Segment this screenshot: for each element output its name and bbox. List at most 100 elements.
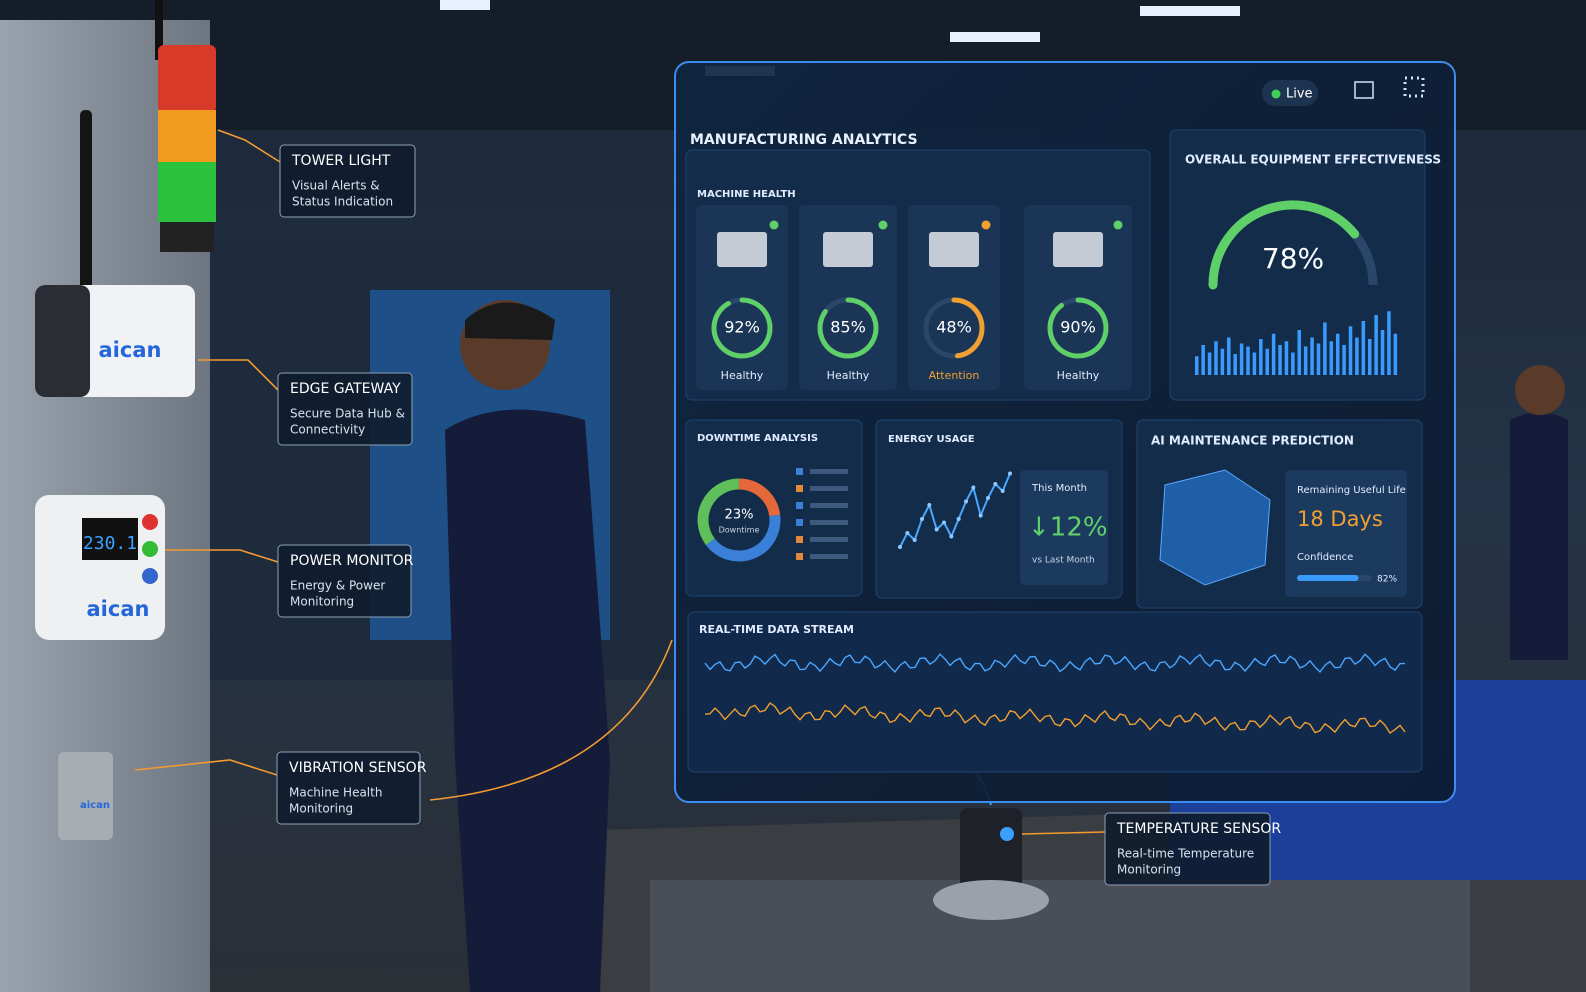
energy-point [905,531,910,535]
power-display [82,518,138,560]
energy-point [986,496,990,500]
callout-text: Machine Health [289,786,382,800]
trend-bar [1265,348,1269,375]
callout-text: Real-time Temperature [1117,847,1254,861]
trend-bar [1291,352,1295,375]
callout-title: TOWER LIGHT [291,153,391,169]
status-dot [878,220,888,230]
card-title: REAL-TIME DATA STREAM [699,623,854,636]
antenna [80,110,92,290]
ceiling-light [1140,6,1240,16]
energy-box [1020,470,1108,585]
trend-bar [1220,348,1225,375]
callout-title: POWER MONITOR [290,553,414,569]
stream-line [704,653,1406,673]
confidence-value: 82% [1377,575,1397,585]
live-status: Live [1286,87,1313,102]
trend-bar [1323,322,1327,375]
callout-title: TEMPERATURE SENSOR [1116,821,1281,837]
callout-text: Secure Data Hub & [290,407,405,421]
energy-point [956,517,961,521]
energy-point [934,527,939,532]
legend-swatch [796,553,803,560]
callout [277,372,413,446]
legend-bar [810,520,848,525]
callout [1104,812,1271,886]
status-dot [981,220,991,230]
energy-point [949,534,954,539]
rul-label: Remaining Useful Life [1297,485,1406,496]
ceiling-light [440,0,490,10]
energy-point [971,485,976,490]
rul-value: 18 Days [1297,507,1383,531]
expand-icon[interactable] [1354,81,1374,99]
gateway-side [35,285,90,397]
confidence-label: Confidence [1297,552,1353,563]
ceiling-light [950,32,1040,42]
callout [276,751,421,825]
trend-bar [1348,326,1353,375]
trend-bar [1316,343,1321,375]
energy-change: ↓12% [1028,513,1108,543]
machine-icon [717,232,767,267]
trend-bar [1233,354,1237,375]
card-title: MACHINE HEALTH [697,189,796,200]
confidence-bar [1297,575,1359,581]
callout-text: Monitoring [1117,863,1181,877]
connector [429,639,673,801]
connector [165,549,279,563]
downtime-caption: Downtime [719,526,760,535]
health-ring [1047,297,1109,359]
sensor-base [933,880,1049,920]
trend-bar [1335,333,1340,375]
live-pill[interactable] [1262,80,1318,106]
energy-point [1008,471,1012,476]
tower-green [158,162,216,222]
connector [1021,831,1106,835]
donut-rest [697,478,740,546]
person-body [445,409,610,992]
machine-icon [929,232,979,267]
trend-bar [1297,330,1302,375]
sensor-led [1000,827,1014,841]
energy-point [912,538,917,542]
trend-bar [1259,339,1263,375]
brand: aican [80,800,110,811]
legend-swatch [796,485,803,492]
legend-swatch [796,468,803,475]
button-green [142,541,158,557]
trend-bar [1355,337,1359,375]
card [1169,129,1426,401]
donut-rest [705,514,781,562]
legend-bar [810,486,848,491]
person-head [1515,365,1565,415]
person-body [1510,412,1568,660]
legend-bar [810,537,848,542]
legend-bar [810,503,848,508]
trend-bar [1329,341,1334,375]
connector [134,759,278,776]
downtime-value: 23% [725,508,754,523]
energy-point [927,503,932,507]
live-dot [1271,89,1281,99]
trend-bar [1303,346,1308,375]
health-status: Healthy [827,369,870,382]
health-status: Healthy [721,369,764,382]
callout-text: Visual Alerts & [292,179,380,193]
callout-text: Monitoring [289,802,353,816]
trend-bar [1310,337,1314,375]
callout [279,144,416,218]
tower-red [158,45,216,113]
gauge-value [1208,200,1360,290]
brand: aican [99,338,162,362]
energy-point [898,545,902,549]
trend-bar [1374,315,1378,375]
button-blue [142,568,158,584]
rul-box [1285,470,1407,597]
donut-value [738,478,781,517]
trend-bar [1252,352,1257,375]
energy-point [993,482,998,486]
machine-model [1159,469,1271,586]
trend-bar [1227,337,1231,375]
